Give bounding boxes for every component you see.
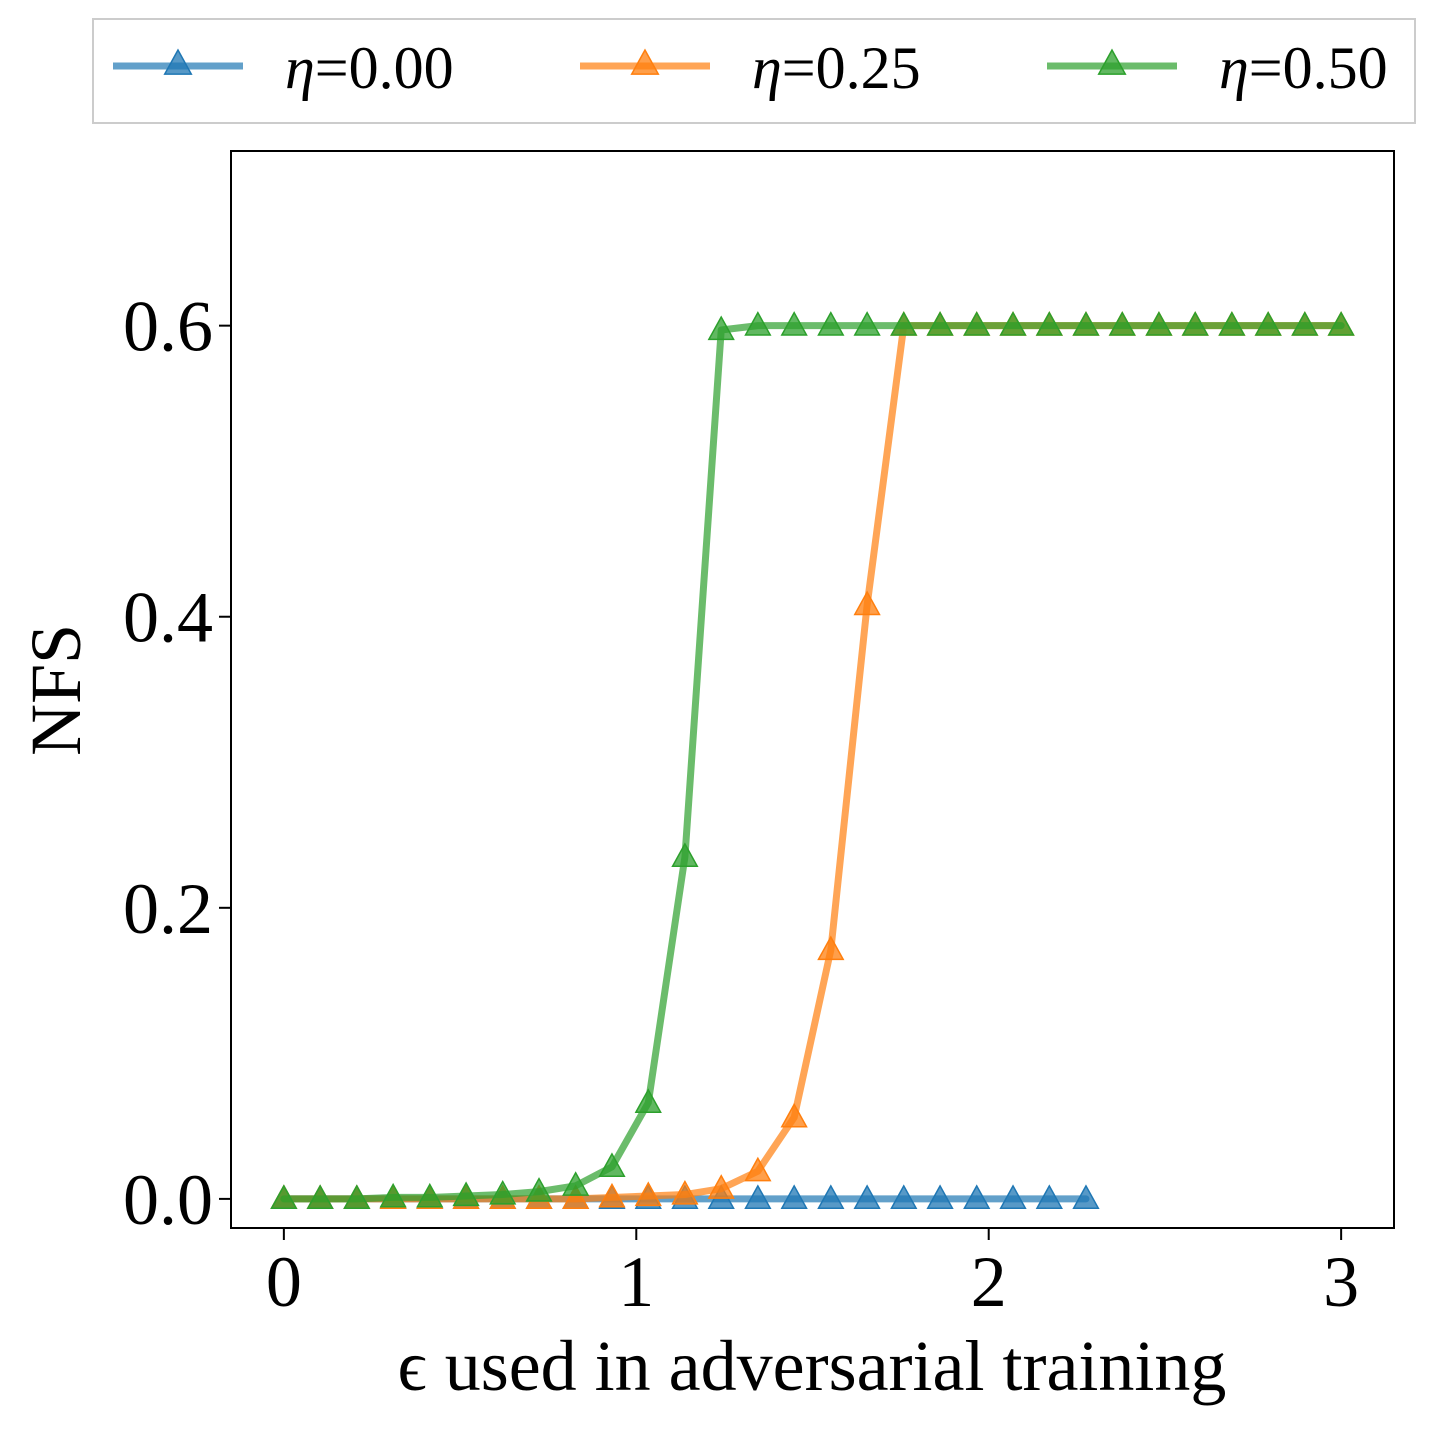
data-point-marker xyxy=(1035,1184,1063,1210)
data-point-marker xyxy=(598,1152,626,1177)
legend-value: =0.00 xyxy=(315,35,454,101)
data-point-marker xyxy=(999,1184,1027,1210)
y-tick-label: 0.2 xyxy=(123,869,213,949)
data-point-marker xyxy=(707,1174,735,1199)
legend-marker xyxy=(630,48,660,75)
data-point-marker xyxy=(780,1102,808,1128)
data-point-marker xyxy=(780,311,808,336)
x-tick-label: 1 xyxy=(618,1242,654,1322)
data-point-marker xyxy=(525,1177,553,1202)
data-point-marker xyxy=(1145,311,1173,336)
data-point-marker xyxy=(562,1171,590,1196)
data-point-marker xyxy=(744,311,772,336)
series-line xyxy=(280,322,1345,1203)
data-point-marker xyxy=(634,1181,662,1207)
data-point-marker xyxy=(452,1181,480,1207)
data-point-marker xyxy=(853,311,881,336)
y-axis: 0.0 0.2 0.4 0.6 xyxy=(123,287,231,1240)
data-point-marker xyxy=(999,311,1027,336)
legend-value: =0.25 xyxy=(782,35,921,101)
data-point-marker xyxy=(817,935,845,961)
data-point-marker xyxy=(1254,311,1282,336)
x-axis: 0 1 2 3 xyxy=(266,1228,1359,1322)
legend-entry-2: η=0.50 xyxy=(1047,35,1388,101)
x-tick-label: 3 xyxy=(1323,1242,1359,1322)
x-tick-label: 2 xyxy=(971,1242,1007,1322)
legend-eta-symbol: η xyxy=(752,35,782,101)
data-point-marker xyxy=(1327,311,1355,336)
data-point-marker xyxy=(890,311,918,336)
data-point-marker xyxy=(306,1184,334,1210)
x-axis-label: ϵ used in adversarial training xyxy=(398,1326,1227,1406)
data-point-marker xyxy=(416,1182,444,1208)
legend-eta-symbol: η xyxy=(285,35,315,101)
data-point-marker xyxy=(926,311,954,336)
data-point-marker xyxy=(1181,311,1209,336)
legend-value: =0.50 xyxy=(1249,35,1388,101)
data-point-marker xyxy=(1108,311,1136,336)
y-tick-label: 0.0 xyxy=(123,1160,213,1240)
data-point-marker xyxy=(634,1088,662,1113)
data-point-marker xyxy=(963,311,991,336)
data-point-marker xyxy=(926,1184,954,1210)
data-point-marker xyxy=(744,1156,772,1182)
data-point-marker xyxy=(343,1184,371,1210)
series-layer xyxy=(270,311,1355,1210)
data-point-marker xyxy=(489,1179,517,1205)
legend-entry-0: η=0.00 xyxy=(113,35,454,101)
data-point-marker xyxy=(963,1184,991,1210)
data-point-marker xyxy=(707,315,735,341)
data-point-marker xyxy=(817,311,845,336)
legend-marker xyxy=(1097,48,1127,75)
y-axis-label: NFS xyxy=(16,624,96,756)
data-point-marker xyxy=(671,1179,699,1205)
legend-frame xyxy=(92,18,1416,124)
plot-area-frame xyxy=(230,150,1395,1229)
legend-label: η=0.50 xyxy=(1219,35,1388,101)
series-1 xyxy=(270,311,1355,1210)
series-2 xyxy=(270,311,1355,1210)
data-point-marker xyxy=(1035,311,1063,336)
legend-label: η=0.25 xyxy=(752,35,921,101)
data-point-marker xyxy=(1072,1184,1100,1210)
x-tick-label: 0 xyxy=(266,1242,302,1322)
data-point-marker xyxy=(890,1184,918,1210)
data-point-marker xyxy=(1291,311,1319,336)
legend-label: η=0.00 xyxy=(285,35,454,101)
y-tick-label: 0.6 xyxy=(123,287,213,367)
data-point-marker xyxy=(853,1184,881,1210)
legend-eta-symbol: η xyxy=(1219,35,1249,101)
series-line xyxy=(280,322,1345,1203)
legend: η=0.00 η=0.25 η=0.50 xyxy=(92,18,1416,124)
data-point-marker xyxy=(379,1182,407,1208)
data-point-marker xyxy=(562,1184,590,1210)
data-point-marker xyxy=(270,1184,298,1210)
data-point-marker xyxy=(671,842,699,867)
y-tick-label: 0.4 xyxy=(123,578,213,658)
legend-marker xyxy=(163,48,193,75)
data-point-marker xyxy=(817,1184,845,1210)
data-point-marker xyxy=(1218,311,1246,336)
data-point-marker xyxy=(780,1184,808,1210)
legend-entry-1: η=0.25 xyxy=(580,35,921,101)
data-point-marker xyxy=(744,1184,772,1210)
data-point-marker xyxy=(1072,311,1100,336)
data-point-marker xyxy=(598,1182,626,1208)
data-point-marker xyxy=(853,590,881,616)
